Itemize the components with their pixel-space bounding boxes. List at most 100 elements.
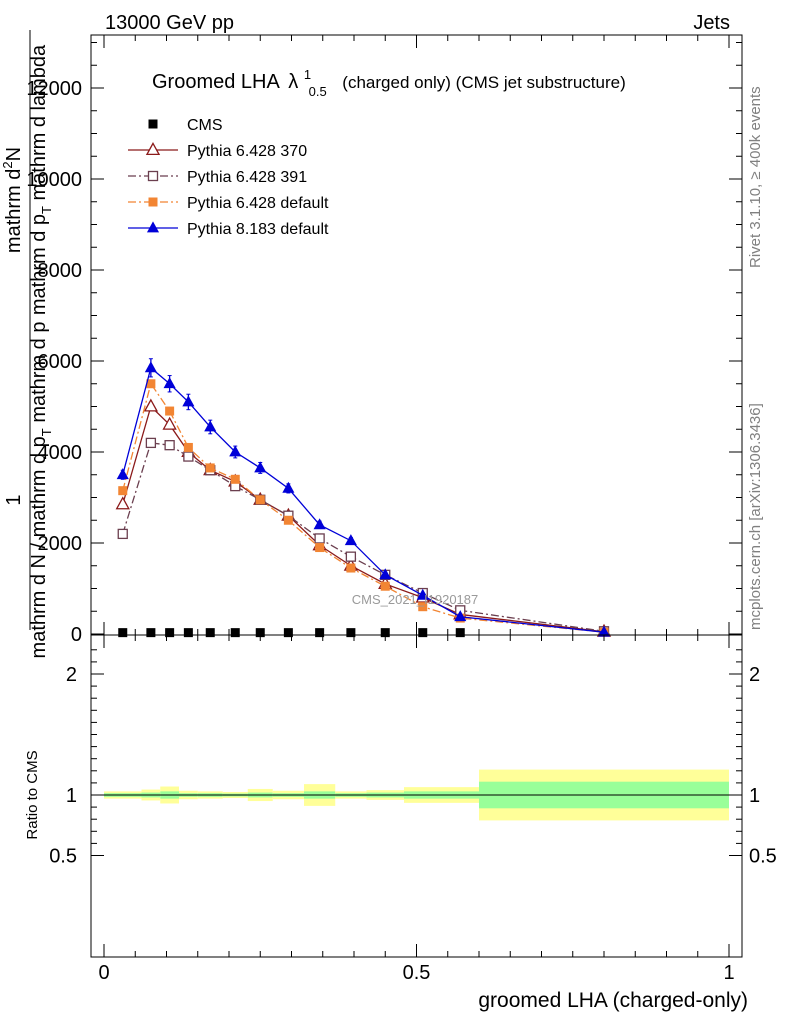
data-point (255, 628, 265, 638)
ratio-y-label: Ratio to CMS (24, 750, 41, 839)
data-point (165, 628, 175, 638)
legend-label: Pythia 8.183 default (187, 221, 329, 238)
ratio-y-ticks: 0.5 0.5 1 1 2 2 (49, 649, 777, 868)
data-point (165, 406, 175, 416)
x-axis-label: groomed LHA (charged-only) (478, 989, 748, 1012)
data-point (346, 563, 356, 573)
y-label-num-a: mathrm d (3, 169, 25, 253)
legend-label: CMS (187, 117, 223, 134)
y-label-den-sub: T (39, 206, 54, 214)
main-y-tick-label: 4000 (38, 442, 83, 464)
header-left: 13000 GeV pp (105, 12, 234, 34)
y-label-num-b: 2 (0, 161, 15, 168)
legend-marker (145, 142, 161, 156)
plot-title-main: Groomed LHA (152, 71, 280, 93)
mcplots-note: mcplots.cern.ch [arXiv:1306.3436] (747, 403, 764, 630)
data-point (313, 518, 326, 530)
series-pythia-8-183-default (116, 358, 611, 637)
data-point (254, 461, 267, 473)
data-point (379, 568, 392, 580)
data-point (345, 551, 357, 562)
ratio-plot: 0.5 0.51 12 2 0 0.5 1 (49, 634, 777, 984)
data-point (282, 481, 295, 493)
data-point (183, 628, 193, 638)
data-point (454, 610, 467, 622)
ratio-y-tick-label: 1 (66, 785, 77, 807)
main-y-tick-label: 10000 (26, 169, 82, 191)
ratio-x-tick-label: 1 (723, 962, 734, 984)
main-y-label: 1 mathrm d2N mathrm d pT mathrm d lambda… (0, 30, 54, 658)
main-y-ticks: 0 2000 4000 6000 8000 10000 12000 (26, 42, 742, 646)
data-point (118, 628, 128, 638)
data-point (143, 398, 159, 412)
data-point (118, 486, 128, 496)
data-point (115, 496, 130, 510)
data-point (416, 588, 429, 600)
data-point (229, 445, 242, 457)
data-point (346, 628, 356, 638)
legend-label: Pythia 6.428 default (187, 195, 329, 212)
y-label-den: mathrm d p (28, 214, 50, 315)
data-point (283, 628, 293, 638)
data-point (116, 468, 129, 480)
y-label-bottom-rest: mathrm d p (28, 322, 50, 429)
rivet-note: Rivet 3.1.10, ≥ 400k events (747, 86, 764, 268)
y-label-bottom-sub: T (39, 428, 54, 436)
y-label-num-c: N (3, 147, 25, 161)
plot-title-sub: 0.5 (309, 84, 327, 99)
data-point (315, 543, 325, 553)
y-label-bottom-a: mathrm d N / mathrm d p (28, 436, 50, 658)
data-point (380, 581, 390, 591)
legend-entry: Pythia 8.183 default (128, 221, 329, 238)
data-point (183, 451, 194, 462)
data-point (163, 377, 176, 389)
ratio-y-tick-label-right: 0.5 (749, 846, 777, 868)
plot-title-sup: 1 (304, 67, 311, 82)
data-point (230, 474, 240, 484)
ratio-y-tick-label-right: 1 (749, 785, 760, 807)
main-series (115, 358, 612, 638)
ratio-y-tick-label: 2 (66, 664, 77, 686)
series-line (122, 382, 605, 633)
legend-entry: Pythia 6.428 391 (128, 169, 307, 186)
data-point (418, 628, 428, 638)
data-point (283, 515, 293, 525)
data-point (344, 534, 357, 546)
main-y-tick-label: 0 (71, 624, 82, 646)
legend-marker (148, 119, 158, 129)
y-label-one: 1 (3, 494, 25, 505)
plot-title-lambda: λ (288, 71, 298, 93)
y-label-den-rest: mathrm d lambda (28, 44, 50, 206)
data-point (314, 533, 325, 544)
data-point (315, 628, 325, 638)
data-point (144, 361, 157, 373)
y-label-denominator: mathrm d pT mathrm d lambda (28, 44, 54, 315)
data-point (255, 495, 265, 505)
data-point (146, 628, 156, 638)
data-point (205, 463, 215, 473)
header-right: Jets (693, 12, 730, 34)
data-point (230, 628, 240, 638)
data-point (162, 416, 177, 430)
data-point (418, 602, 428, 612)
main-plot: 0 2000 4000 6000 8000 10000 12000 Groomed LHA … (26, 34, 743, 646)
plot-title: Groomed LHA λ 1 0.5 (charged only) (CMS … (152, 62, 626, 101)
data-point (183, 442, 193, 452)
data-point (204, 420, 217, 432)
ratio-x-tick-label: 0.5 (403, 962, 431, 984)
plot-title-rest: (charged only) (CMS jet substructure) (342, 73, 625, 92)
ratio-y-tick-label-right: 2 (749, 664, 760, 686)
data-point (145, 437, 157, 449)
legend-entry: Pythia 6.428 default (128, 195, 329, 212)
data-point (164, 440, 175, 451)
series-cms (118, 628, 465, 638)
data-point (455, 628, 465, 638)
y-label-bottom: mathrm d N / mathrm d pT mathrm d p (28, 322, 54, 659)
legend: CMS Pythia 6.428 370 Pythia 6.428 391 Pythi… (128, 117, 329, 238)
data-point (117, 528, 128, 540)
data-point (597, 625, 611, 637)
ratio-x-tick-label: 0 (98, 962, 109, 984)
data-point (182, 395, 195, 407)
y-label-numerator: mathrm d2N (0, 147, 25, 253)
